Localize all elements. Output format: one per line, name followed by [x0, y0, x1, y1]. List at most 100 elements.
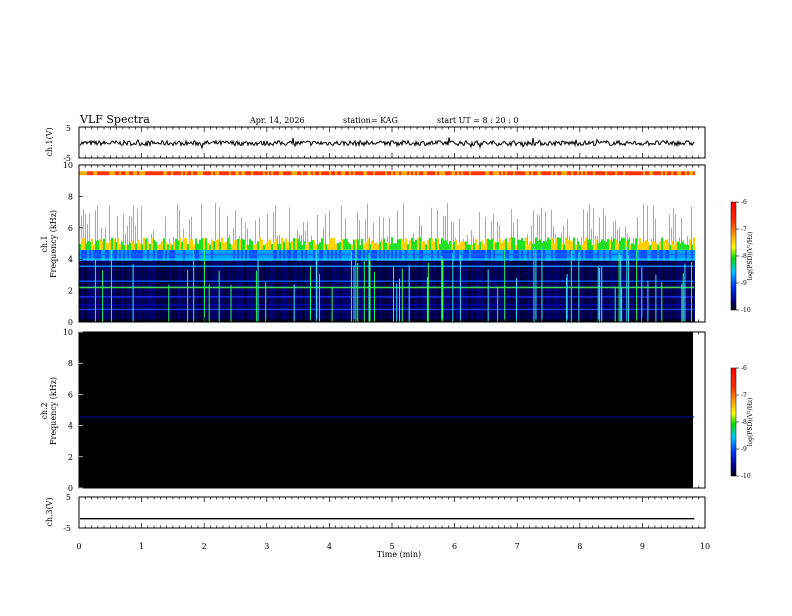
spec1-burst	[289, 207, 290, 243]
spec1-emission-band	[251, 240, 253, 250]
spec1-emission-band	[293, 238, 295, 250]
spec1-top-band	[199, 171, 201, 176]
spec1-burst	[539, 215, 540, 240]
spec1-top-band	[179, 171, 181, 176]
spec1-low-band	[679, 260, 681, 322]
spec1-emission-band	[301, 244, 303, 250]
spec1-top-band	[615, 171, 617, 176]
spec1-burst	[305, 231, 306, 245]
spec1-burst	[105, 227, 106, 243]
spec1-burst	[643, 203, 644, 242]
ch2-colorbar-tick-label: -10	[741, 473, 751, 480]
spec1-emission-band	[615, 239, 617, 250]
spec1-top-band	[349, 171, 351, 176]
spec1-emission-band	[405, 238, 407, 250]
spec1-low-band	[571, 260, 573, 322]
ch2-spectrogram-ticks	[84, 332, 700, 488]
spec1-top-band	[319, 171, 321, 176]
spec1-burst	[215, 202, 216, 241]
spec1-emission-band	[315, 244, 317, 250]
x-tick-label: 3	[264, 542, 269, 551]
spec1-emission-band	[371, 240, 373, 250]
spec1-low-band	[663, 260, 665, 322]
spec1-top-band	[539, 171, 541, 176]
spec1-top-band	[421, 171, 423, 176]
spec1-emission-band	[635, 238, 637, 250]
ch2-colorbar-ticks: -6 -7 -8 -9 -10	[736, 365, 751, 480]
spec1-emission-band	[623, 238, 625, 250]
spec1-low-band	[445, 260, 447, 322]
spec1-emission-band	[217, 239, 219, 250]
spec1-top-band	[117, 171, 119, 176]
spec1-top-band	[177, 171, 179, 176]
spec1-low-band	[271, 260, 273, 322]
spec1-low-band	[121, 260, 123, 322]
spec1-burst	[233, 227, 234, 241]
spec1-top-band	[543, 171, 545, 176]
spec1-top-band	[673, 171, 675, 176]
spec1-top-band	[611, 171, 613, 176]
spec1-emission-band	[545, 241, 547, 250]
spec1-top-band	[445, 171, 447, 176]
spec1-low-band	[113, 260, 115, 322]
spec1-low-band	[495, 260, 497, 322]
spec1-top-band	[509, 171, 511, 176]
spec1-burst	[279, 234, 280, 244]
spec1-low-band	[191, 260, 193, 322]
spec1-burst	[455, 237, 456, 240]
spec1-low-band	[615, 260, 617, 322]
spec1-low-band	[283, 260, 285, 322]
spec1-low-band	[301, 260, 303, 322]
date-label: Apr. 14, 2026	[249, 116, 305, 125]
spec1-emission-band	[689, 239, 691, 250]
spec1-line	[79, 319, 695, 322]
spec1-top-band	[183, 171, 185, 176]
spec1-emission-band	[169, 243, 171, 250]
spec1-emission-band	[573, 237, 575, 250]
spec1-top-band	[161, 171, 163, 176]
spec1-emission-band	[455, 239, 457, 250]
spec1-low-band	[517, 260, 519, 322]
spec1-emission-band	[137, 239, 139, 250]
spec1-top-band	[549, 171, 551, 176]
spec1-low-band	[545, 260, 547, 322]
spec1-low-band	[201, 260, 203, 322]
spec1-top-band	[641, 171, 643, 176]
ch2-colorbar-tick-label: -6	[741, 365, 747, 372]
spec1-emission-band	[135, 243, 137, 250]
spec1-emission-band	[427, 240, 429, 250]
spec1-emission-band	[355, 239, 357, 250]
spec1-top-band	[255, 171, 257, 176]
spec1-low-band	[423, 260, 425, 322]
spec1-low-band	[247, 260, 249, 322]
spec1-top-band	[647, 171, 649, 176]
spec1-emission-band	[671, 240, 673, 250]
spec1-burst	[219, 206, 220, 242]
spec1-emission-band	[189, 238, 191, 250]
ch1-spectrogram-y-tick-labels: 0 2 4 6 8 10	[63, 161, 83, 327]
spec1-burst	[131, 216, 132, 241]
spec1-top-band	[205, 171, 207, 176]
spec1-burst	[577, 238, 578, 242]
spec1-burst	[517, 218, 518, 240]
spec1-burst	[135, 225, 136, 244]
spec1-emission-band	[481, 240, 483, 250]
spec1-low-band	[501, 260, 503, 322]
spec1-top-band	[283, 171, 285, 176]
station-label: station= KAG	[343, 116, 398, 125]
spec1-emission-band	[437, 238, 439, 250]
spec1-top-band	[621, 171, 623, 176]
spec1-low-band	[591, 260, 593, 322]
spec1-emission-band	[143, 237, 145, 250]
spec1-low-band	[337, 260, 339, 322]
spec1-low-band	[425, 260, 427, 322]
spec1-emission-band	[555, 238, 557, 250]
spec1-top-band	[185, 171, 187, 176]
spec1-top-band	[443, 171, 445, 176]
spec1-low-band	[297, 260, 299, 322]
spec1-top-band	[665, 171, 667, 176]
spec1-top-band	[225, 171, 227, 176]
spec1-emission-band	[321, 238, 323, 250]
spec1-top-band	[329, 171, 331, 176]
spec1-low-band	[245, 260, 247, 322]
